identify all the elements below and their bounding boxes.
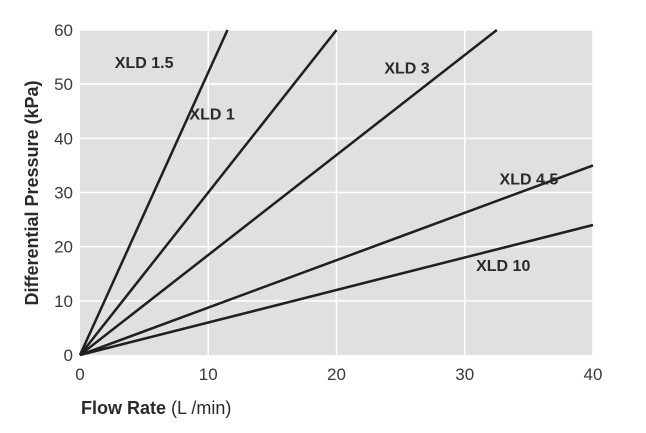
y-axis-ticks: 0 10 20 30 40 50 60 <box>54 21 73 365</box>
series-label: XLD 1.5 <box>115 55 174 72</box>
x-tick-label: 20 <box>327 365 346 384</box>
series-lines <box>78 29 594 357</box>
x-tick-label: 0 <box>75 365 84 384</box>
x-axis-ticks: 0 10 20 30 40 <box>75 365 602 384</box>
x-axis-title: Flow Rate (L /min) <box>81 398 231 418</box>
series-line <box>79 29 338 356</box>
y-tick-label: 20 <box>54 238 73 257</box>
series-line <box>79 164 594 357</box>
series-line <box>78 29 229 356</box>
series-label: XLD 1 <box>189 106 234 123</box>
x-axis-title-unit: (L /min) <box>166 398 231 418</box>
x-tick-label: 10 <box>199 365 218 384</box>
x-tick-label: 30 <box>455 365 474 384</box>
series-label: XLD 4.5 <box>500 171 559 188</box>
series-line <box>79 29 498 356</box>
series-labels: XLD 1.5 XLD 1 XLD 3 XLD 4.5 XLD 10 <box>115 55 559 275</box>
y-axis-title: Differential Pressure (kPa) <box>22 80 42 305</box>
series-line <box>79 223 594 357</box>
y-tick-label: 40 <box>54 129 73 148</box>
y-tick-label: 30 <box>54 184 73 203</box>
y-tick-label: 50 <box>54 75 73 94</box>
y-tick-label: 10 <box>54 292 73 311</box>
y-tick-label: 60 <box>54 21 73 40</box>
x-axis-title-main: Flow Rate <box>81 398 166 418</box>
x-tick-label: 40 <box>584 365 603 384</box>
y-tick-label: 0 <box>64 346 73 365</box>
series-label: XLD 10 <box>476 258 530 275</box>
series-label: XLD 3 <box>384 60 429 77</box>
